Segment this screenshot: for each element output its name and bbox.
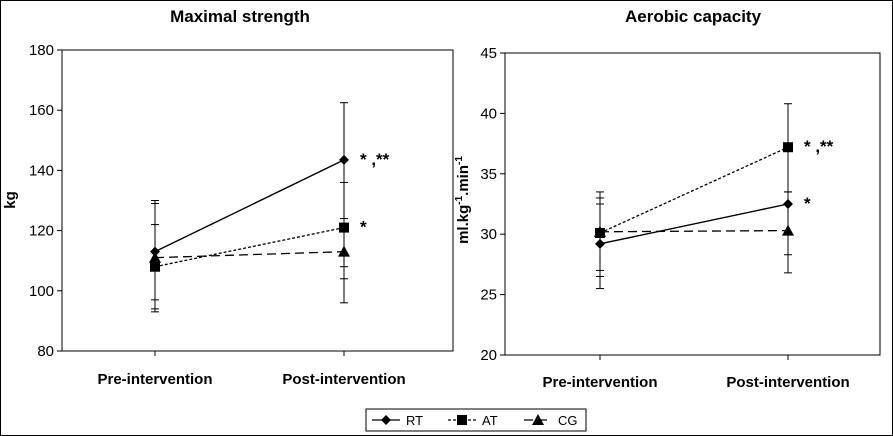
legend-label: CG [558, 413, 578, 428]
chart-aerobic-capacity: Aerobic capacity ml.kg-1.min-1 20 25 30 35 4… [454, 7, 881, 391]
legend-marker [457, 415, 467, 425]
series-line [599, 203, 789, 245]
series-line [154, 159, 345, 253]
y-axis-ticks: 80 100 120 140 160 180 [29, 42, 62, 360]
legend-marker [381, 415, 391, 425]
series-cg [149, 203, 350, 301]
legend-item-cg: CG [524, 413, 578, 428]
error-bar [784, 191, 792, 256]
y-tick-label: 30 [480, 226, 497, 243]
plot-area: * ,** * [61, 49, 454, 352]
x-axis-categories: Pre-intervention Post-intervention [542, 355, 850, 391]
legend-item-rt: RT [372, 413, 423, 428]
y-axis-label: kg [2, 191, 19, 209]
series-cg [594, 191, 794, 271]
error-bar [151, 203, 159, 301]
series-at [595, 103, 793, 277]
y-axis-ticks: 20 25 30 35 40 45 [480, 45, 505, 364]
legend-label: RT [406, 413, 423, 428]
y-tick-label: 80 [37, 343, 54, 360]
y-tick-label: 160 [29, 102, 54, 119]
significance-annotation: * ,** [804, 137, 834, 156]
series-line [154, 251, 345, 259]
x-tick-label: Pre-intervention [97, 371, 212, 388]
legend-label: AT [482, 413, 498, 428]
series-at [150, 181, 349, 310]
x-tick-label: Post-intervention [726, 374, 849, 391]
series-rt [595, 143, 793, 290]
y-tick-label: 40 [480, 105, 497, 122]
y-tick-label: 20 [480, 347, 497, 364]
chart-title: Aerobic capacity [625, 7, 762, 26]
legend-marker [532, 414, 544, 425]
y-axis-label: ml.kg-1.min-1 [454, 156, 472, 244]
y-tick-label: 180 [29, 42, 54, 59]
y-tick-label: 100 [29, 283, 54, 300]
legend-item-at: AT [448, 413, 498, 428]
plot-border [61, 49, 454, 352]
y-tick-label: 25 [480, 287, 497, 304]
series-rt [150, 102, 349, 313]
legend: RT AT CG [365, 408, 587, 432]
data-point [149, 251, 161, 263]
significance-annotation: * ,** [360, 150, 390, 169]
y-tick-label: 120 [29, 223, 54, 240]
data-point [782, 224, 794, 236]
y-tick-label: 45 [480, 45, 497, 62]
series-line [599, 229, 789, 233]
series-line [599, 146, 789, 234]
data-point [339, 154, 349, 165]
plot-area: * ,** * [504, 52, 881, 356]
y-tick-label: 140 [29, 162, 54, 179]
significance-annotation: * [360, 218, 367, 237]
x-axis-categories: Pre-intervention Post-intervention [97, 351, 406, 388]
data-point [783, 142, 793, 153]
x-tick-label: Pre-intervention [542, 374, 657, 391]
significance-annotation: * [804, 194, 811, 213]
data-point [594, 225, 606, 237]
data-point [338, 245, 350, 257]
series-line [154, 226, 345, 268]
y-tick-label: 35 [480, 166, 497, 183]
plot-border [504, 52, 881, 356]
x-tick-label: Post-intervention [282, 371, 405, 388]
chart-maximal-strength: Maximal strength kg 80 100 120 140 160 180 Pr… [2, 7, 454, 388]
chart-title: Maximal strength [170, 7, 310, 26]
